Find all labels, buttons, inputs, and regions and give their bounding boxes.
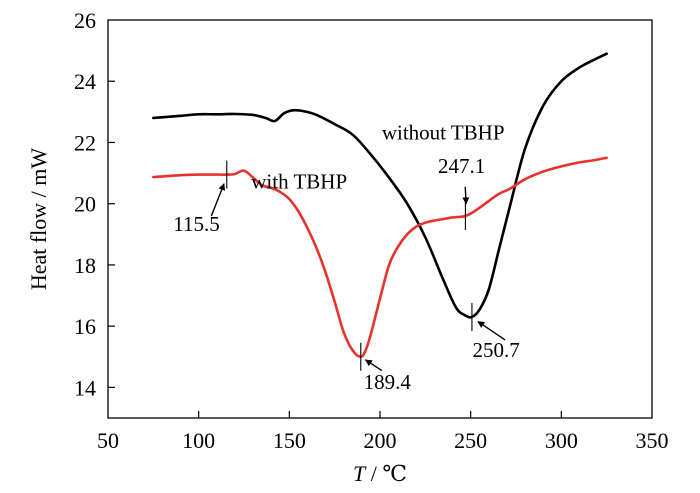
annotation-arrow-189-4 — [364, 359, 383, 372]
y-tick-label-26: 26 — [74, 8, 96, 33]
annotation-arrow-247-1 — [462, 186, 470, 205]
series-line-without-tbhp — [152, 52, 608, 319]
series-layer — [152, 52, 608, 359]
y-tick-label-24: 24 — [74, 69, 96, 94]
annotation-label-250-7: 250.7 — [472, 338, 519, 362]
y-axis-label: Heat flow / mW — [26, 148, 51, 291]
x-tick-label-150: 150 — [273, 428, 306, 453]
annotation-label-189-4: 189.4 — [364, 370, 412, 394]
annotation-arrow-250-7 — [477, 320, 506, 341]
x-tick-label-50: 50 — [97, 428, 119, 453]
x-tick-label-100: 100 — [182, 428, 215, 453]
series-label-without-tbhp: without TBHP — [382, 120, 505, 144]
series-line-with-tbhp — [152, 156, 608, 359]
x-axis-label: T / ℃ — [353, 461, 407, 486]
label-layer: T / ℃ Heat flow / mW without TBHP with TB… — [26, 120, 505, 486]
y-tick-label-22: 22 — [74, 130, 96, 155]
annotation-arrow-115-5 — [210, 183, 225, 217]
x-tick-label-200: 200 — [364, 428, 397, 453]
tick-layer: 50 100 150 200 250 300 350 14 16 18 20 22 24 26 — [74, 8, 669, 453]
y-tick-label-16: 16 — [74, 314, 96, 339]
annotation-label-247-1: 247.1 — [438, 154, 485, 178]
x-tick-label-300: 300 — [545, 428, 578, 453]
annotation-layer: 115.5 189.4 247.1 250.7 — [173, 154, 519, 394]
annotation-label-115-5: 115.5 — [173, 212, 219, 236]
y-tick-label-20: 20 — [74, 192, 96, 217]
y-tick-label-18: 18 — [74, 253, 96, 278]
x-axis-variable: T — [353, 461, 367, 486]
x-tick-label-350: 350 — [636, 428, 669, 453]
x-tick-label-250: 250 — [454, 428, 487, 453]
series-label-with-tbhp: with TBHP — [251, 169, 347, 193]
y-tick-label-14: 14 — [74, 375, 96, 400]
x-axis-unit: / ℃ — [365, 461, 407, 486]
